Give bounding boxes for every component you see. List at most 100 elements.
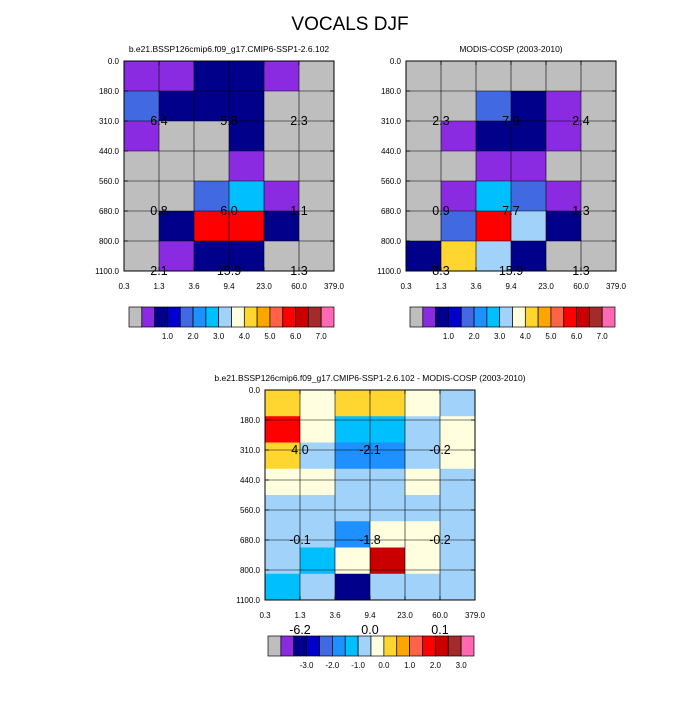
colorbar-label: 5.0: [545, 332, 557, 341]
x-tick-label: 3.6: [470, 282, 482, 291]
heatmap-cell: [159, 211, 195, 242]
x-tick-label: 379.0: [324, 282, 345, 291]
cell-value-label: 1.1: [290, 204, 307, 218]
colorbar-swatch: [601, 306, 616, 328]
heatmap-cell: [265, 468, 301, 496]
colorbar-swatch: [269, 306, 284, 328]
heatmap-cell: [299, 91, 335, 122]
heatmap-cell: [229, 241, 265, 272]
colorbar-swatch: [306, 635, 320, 657]
heatmap-cell: [511, 151, 547, 182]
heatmap-cell: [440, 495, 476, 522]
cell-value-label: 2.1: [150, 264, 167, 278]
y-tick-label: 800.0: [99, 237, 120, 246]
heatmap-cell: [229, 181, 265, 212]
heatmap-cell: [546, 151, 582, 182]
cell-value-label: -0.2: [429, 533, 451, 547]
y-tick-label: 680.0: [381, 207, 402, 216]
heatmap-cell: [194, 181, 230, 212]
colorbar-swatch: [447, 635, 462, 657]
heatmap-cell: [300, 390, 336, 417]
colorbar-swatch: [576, 306, 590, 328]
colorbar-swatch: [167, 306, 181, 328]
cell-value-label: 8.3: [432, 264, 449, 278]
heatmap-cell: [441, 151, 477, 182]
heatmap-cell: [581, 61, 617, 92]
colorbar-label: 1.0: [443, 332, 455, 341]
y-tick-label: 800.0: [240, 566, 261, 575]
cell-value-label: 0.0: [361, 623, 378, 637]
heatmap-cell: [229, 61, 265, 92]
heatmap-cell: [581, 121, 617, 152]
x-tick-label: 23.0: [397, 611, 413, 620]
x-tick-label: 9.4: [364, 611, 376, 620]
heatmap-cell: [406, 61, 442, 92]
heatmap-cell: [335, 390, 371, 417]
heatmap-cell: [405, 416, 441, 443]
y-tick-label: 180.0: [381, 87, 402, 96]
heatmap-cell: [229, 211, 265, 242]
heatmap-cell: [440, 468, 476, 496]
heatmap-cell: [265, 442, 301, 470]
heatmap-cell: [124, 61, 160, 92]
heatmap-cell: [476, 91, 512, 122]
heatmap-cell: [405, 442, 441, 470]
heatmap-cell: [406, 241, 442, 272]
heatmap-cell: [406, 151, 442, 182]
heatmap-cell: [511, 181, 547, 212]
colorbar-swatch: [409, 306, 424, 328]
colorbar-swatch: [357, 635, 372, 657]
cell-value-label: -2.1: [359, 443, 381, 457]
x-tick-label: 379.0: [465, 611, 486, 620]
y-tick-label: 0.0: [108, 57, 120, 66]
heatmap-cell: [159, 241, 195, 272]
heatmap-cell: [265, 521, 301, 548]
x-tick-label: 9.4: [223, 282, 235, 291]
colorbar-swatch: [320, 306, 335, 328]
heatmap-cell: [264, 61, 300, 92]
colorbar-swatch: [435, 306, 449, 328]
cell-value-label: 2.3: [290, 114, 307, 128]
heatmap-cell: [194, 151, 230, 182]
colorbar-label: 3.0: [213, 332, 225, 341]
cell-value-label: 0.1: [431, 623, 448, 637]
x-tick-label: 60.0: [573, 282, 589, 291]
colorbar-swatch: [422, 635, 436, 657]
colorbar-label: 5.0: [264, 332, 276, 341]
colorbar-swatch: [154, 306, 168, 328]
x-tick-label: 1.3: [153, 282, 165, 291]
heatmap-cell: [406, 211, 442, 242]
heatmap-cell: [511, 211, 547, 242]
heatmap-cell: [300, 521, 336, 548]
colorbar-swatch: [550, 306, 565, 328]
heatmap-cell: [511, 241, 547, 272]
heatmap-cell: [300, 573, 336, 601]
heatmap-cell: [476, 61, 512, 92]
colorbar-swatch: [192, 306, 207, 328]
y-tick-label: 1100.0: [377, 267, 401, 276]
x-tick-label: 0.3: [259, 611, 271, 620]
heatmap-cell: [405, 573, 441, 601]
heatmap-cell: [370, 442, 406, 470]
colorbar-label: -2.0: [325, 661, 339, 670]
heatmap-cell: [441, 121, 477, 152]
heatmap-cell: [370, 521, 406, 548]
heatmap-cell: [335, 416, 371, 443]
panel-difference: b.e21.BSSP126cmip6.f09_g17.CMIP6-SSP1-2.…: [214, 373, 525, 670]
colorbar-label: 3.0: [456, 661, 468, 670]
colorbar-swatch: [460, 306, 475, 328]
heatmap-cell: [299, 61, 335, 92]
x-tick-label: 23.0: [538, 282, 554, 291]
colorbar-label: 2.0: [430, 661, 442, 670]
colorbar-swatch: [319, 635, 333, 657]
heatmap-cell: [124, 241, 160, 272]
heatmap-cell: [476, 121, 512, 152]
heatmap-cell: [546, 121, 582, 152]
heatmap-cell: [124, 91, 160, 122]
panel-title: b.e21.BSSP126cmip6.f09_g17.CMIP6-SSP1-2.…: [129, 44, 330, 54]
colorbar-swatch: [396, 635, 410, 657]
heatmap-cell: [546, 241, 582, 272]
colorbar-swatch: [231, 306, 245, 328]
cell-value-label: -0.2: [429, 443, 451, 457]
